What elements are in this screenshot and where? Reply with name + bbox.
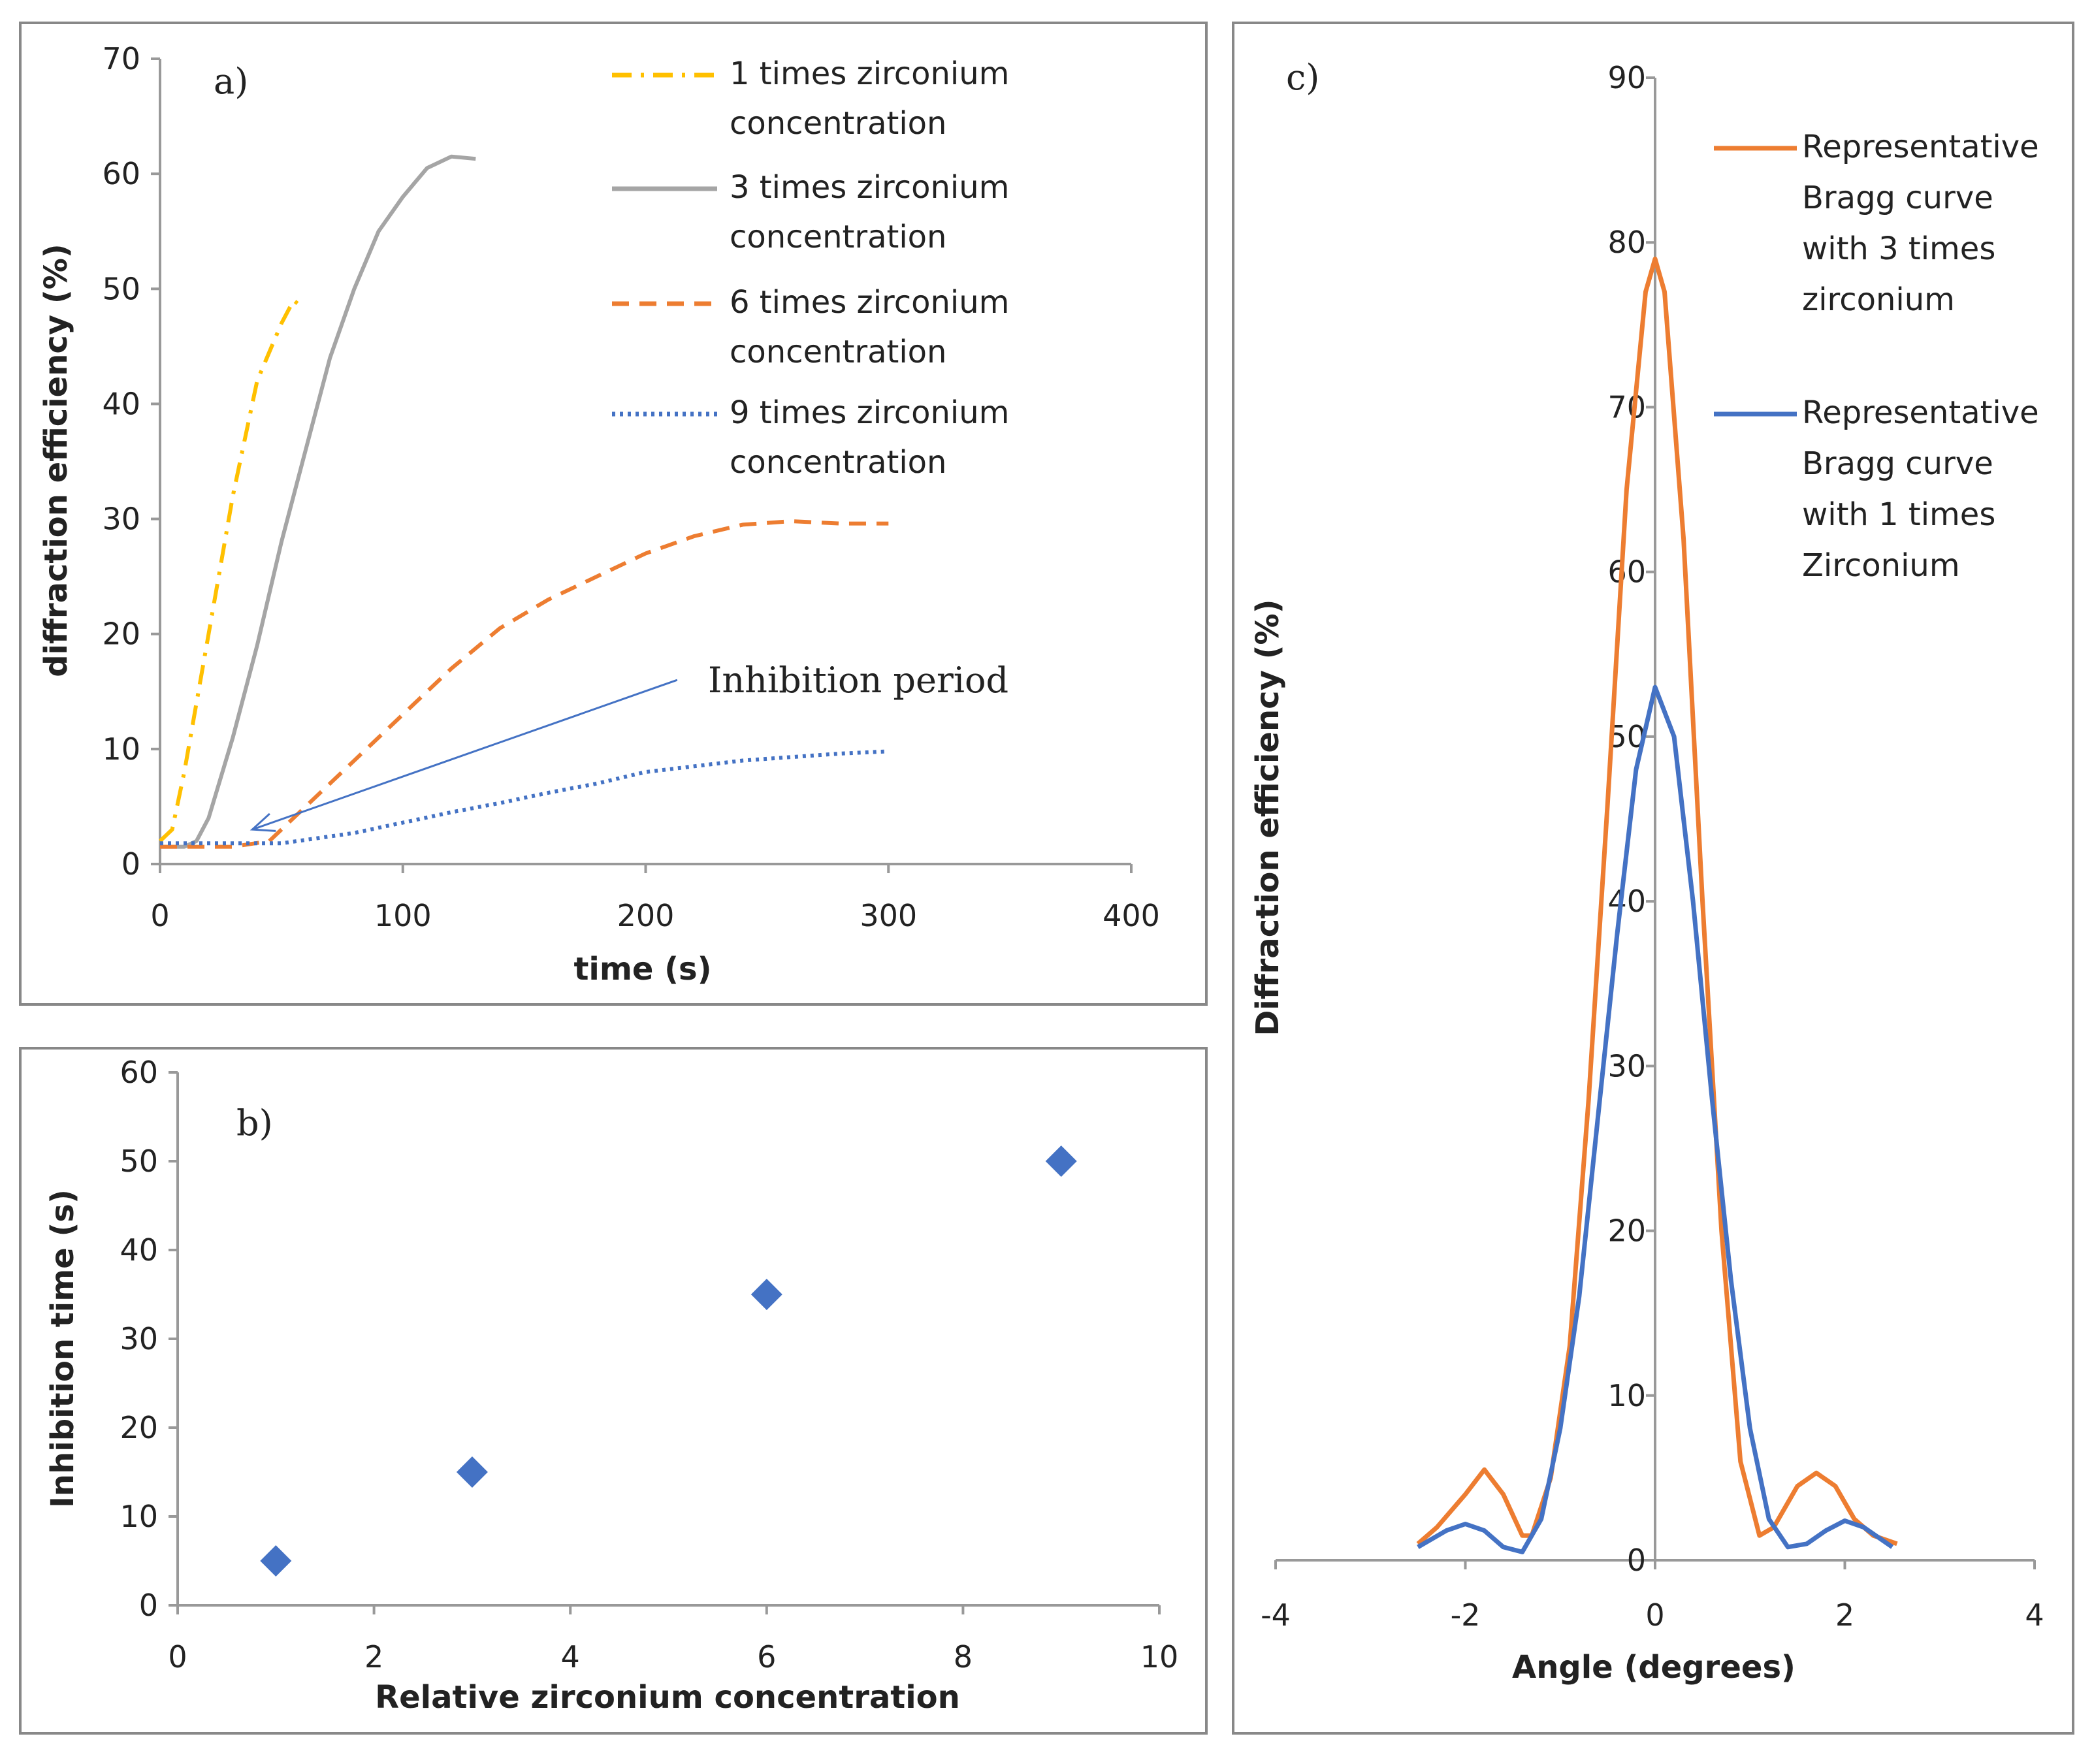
panel-b-data-point	[750, 1279, 782, 1310]
panel-a-x-tick-label: 200	[617, 898, 675, 933]
panel-c-y-tick-label: 70	[1607, 389, 1646, 425]
panel-b-data-point	[260, 1545, 292, 1577]
panel-c-series-1-line	[1417, 684, 1894, 1554]
panel-b-y-tick-label: 0	[139, 1588, 158, 1623]
panel-c-y-tick-label: 80	[1607, 225, 1646, 260]
panel-a-series-1-line	[160, 154, 476, 849]
panel-a-legend-label: concentration	[730, 219, 946, 255]
panel-a-x-tick-label: 100	[374, 898, 432, 933]
panel-b-y-tick-label: 60	[120, 1055, 158, 1090]
panel-c-frame	[1232, 22, 2074, 1735]
panel-c-y-tick-label: 90	[1607, 60, 1646, 95]
panel-a-x-tick-label: 300	[860, 898, 917, 933]
panel-c-label: c)	[1286, 57, 1319, 98]
panel-a-y-tick-label: 60	[102, 156, 140, 191]
panel-c-legend-label: Zirconium	[1802, 547, 1960, 584]
panel-c-y-axis-title: Diffraction efficiency (%)	[1249, 599, 1286, 1036]
panel-a-y-tick-label: 40	[102, 386, 140, 421]
panel-c-legend-label: Bragg curve	[1802, 445, 1993, 482]
panel-c-legend-label: with 3 times	[1802, 231, 1995, 267]
panel-a-frame	[19, 22, 1208, 1006]
panel-a-legend-label: 1 times zirconium	[730, 56, 1009, 92]
panel-c-y-tick-label: 60	[1607, 554, 1646, 590]
panel-c-legend-label: zirconium	[1802, 281, 1955, 318]
panel-c-legend-label: Representative	[1802, 394, 2039, 431]
panel-a-arrow-head-icon	[250, 812, 276, 832]
panel-b-y-tick-label: 30	[120, 1321, 158, 1356]
panel-c-x-tick-label: 0	[1645, 1597, 1664, 1633]
panel-a-series-0-line	[158, 298, 302, 842]
panel-a-legend-label: concentration	[730, 444, 946, 481]
panel-a-legend-label: concentration	[730, 105, 946, 142]
panel-c-y-tick-label: 0	[1627, 1543, 1646, 1578]
panel-b-y-tick-label: 10	[120, 1499, 158, 1534]
panel-c-series-0-line	[1416, 256, 1898, 1547]
panel-b-y-tick-label: 20	[120, 1410, 158, 1445]
panel-a-y-tick-label: 0	[121, 846, 140, 882]
panel-a-legend-label: 3 times zirconium	[730, 169, 1009, 206]
panel-b-y-tick-label: 50	[120, 1144, 158, 1179]
panel-a-legend-label: 9 times zirconium	[730, 394, 1009, 431]
panel-c-legend-label: Bragg curve	[1802, 180, 1993, 216]
panel-c-y-tick-label: 40	[1607, 884, 1646, 919]
panel-a-y-tick-label: 20	[102, 617, 140, 652]
panel-a-legend-label: 6 times zirconium	[730, 284, 1009, 321]
panel-a-legend-label: concentration	[730, 334, 946, 370]
panel-b-x-tick-label: 4	[561, 1639, 580, 1675]
panel-b-x-tick-label: 0	[168, 1639, 187, 1675]
panel-a-x-tick-label: 400	[1103, 898, 1160, 933]
panel-a-series-2-line	[160, 519, 889, 849]
panel-b-y-axis-title: Inhibition time (s)	[44, 1189, 81, 1508]
panel-c-x-tick-label: 4	[2025, 1597, 2044, 1633]
panel-b-x-tick-label: 8	[954, 1639, 973, 1675]
panel-c-y-tick-label: 20	[1607, 1213, 1646, 1249]
panel-b-x-tick-label: 2	[364, 1639, 383, 1675]
panel-c-x-tick-label: -4	[1261, 1597, 1291, 1633]
panel-a-y-axis-title: diffraction efficiency (%)	[38, 244, 74, 677]
panel-c-legend-label: with 1 times	[1802, 496, 1995, 533]
panel-b-label: b)	[236, 1102, 273, 1144]
panel-b-data-point	[456, 1456, 488, 1488]
panel-c-y-tick-label: 30	[1607, 1048, 1646, 1083]
panel-c-x-axis-title: Angle (degrees)	[1512, 1649, 1796, 1686]
panel-b-data-point	[1045, 1146, 1077, 1177]
panel-a-x-tick-label: 0	[150, 898, 169, 933]
panel-a-y-tick-label: 50	[102, 271, 140, 306]
panel-a-x-axis-title: time (s)	[573, 951, 711, 987]
panel-b-frame	[19, 1047, 1208, 1735]
panel-c-x-tick-label: 2	[1835, 1597, 1854, 1633]
panel-a-y-tick-label: 70	[102, 41, 140, 76]
panel-a-y-tick-label: 10	[102, 731, 140, 767]
panel-c-legend-label: Representative	[1802, 129, 2039, 165]
panel-a-series-3-line	[160, 749, 889, 846]
panel-a-annotation-arrow	[251, 679, 678, 831]
panel-a-label: a)	[214, 61, 248, 102]
panel-b-y-tick-label: 40	[120, 1232, 158, 1268]
panel-b-x-tick-label: 6	[757, 1639, 776, 1675]
panel-a-annotation-text: Inhibition period	[708, 660, 1008, 701]
panel-c-x-tick-label: -2	[1451, 1597, 1481, 1633]
panel-a-y-tick-label: 30	[102, 502, 140, 537]
panel-c-y-tick-label: 10	[1607, 1378, 1646, 1413]
panel-b-x-axis-title: Relative zirconium concentration	[375, 1679, 960, 1716]
panel-b-x-tick-label: 10	[1140, 1639, 1179, 1675]
